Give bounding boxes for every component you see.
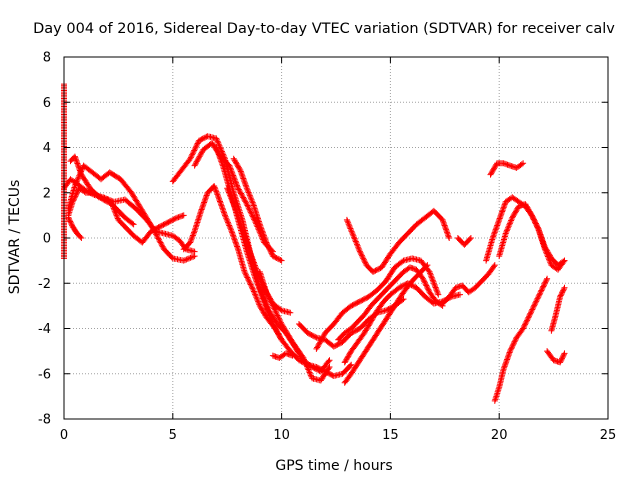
y-tick-label: 2 [43, 186, 51, 201]
series-markers-arc-27 [544, 348, 568, 366]
series-markers-arc-8 [180, 183, 285, 343]
y-axis-label: SDTVAR / TECUs [7, 180, 23, 295]
series-markers-arc-12 [230, 155, 285, 264]
series-markers-arc-11 [224, 185, 333, 384]
x-tick-label: 10 [273, 428, 290, 443]
series-arc-21 [439, 262, 498, 307]
x-tick-label: 25 [600, 428, 617, 443]
series-markers-arc-3 [65, 162, 198, 264]
x-tick-label: 0 [60, 428, 68, 443]
series-arc-26 [496, 201, 568, 273]
y-tick-label: -6 [38, 367, 51, 382]
series-arc-17 [335, 264, 446, 343]
series-arc-20 [343, 207, 453, 275]
y-tick-label: -2 [38, 277, 51, 292]
plot-frame [63, 56, 609, 420]
series-markers-arc-28 [548, 284, 568, 334]
series-markers-arc-24 [487, 160, 527, 178]
y-tick-label: 4 [43, 141, 51, 156]
series-arc-3 [65, 162, 198, 264]
y-tick-label: 8 [43, 51, 51, 66]
series-markers-arc-13 [269, 350, 296, 361]
series-arc-12 [230, 155, 285, 264]
axes: 0 5 10 15 20 25 -8 -6 -4 -2 0 2 4 6 8 [38, 51, 616, 444]
series-markers-arc-16 [313, 255, 442, 352]
series-markers-arc-21 [439, 262, 498, 307]
data-points [61, 81, 568, 404]
series-markers-arc-20 [343, 207, 453, 275]
series-markers-arc-17 [335, 264, 446, 343]
grid [64, 57, 608, 419]
x-tick-label: 20 [491, 428, 508, 443]
chart-title: Day 004 of 2016, Sidereal Day-to-day VTE… [33, 21, 615, 37]
series-arc-6 [65, 214, 85, 241]
series-markers-arc-22 [454, 235, 474, 248]
y-tick-label: -8 [38, 413, 51, 428]
series-markers-arc-25 [491, 275, 551, 404]
series-markers-arc-14 [256, 268, 294, 316]
series-markers-arc-18 [341, 262, 431, 386]
series-arc-28 [548, 284, 568, 334]
x-tick-label: 15 [382, 428, 399, 443]
y-tick-label: 0 [43, 232, 51, 247]
series-arc-22 [454, 235, 474, 248]
x-tick-label: 5 [169, 428, 177, 443]
series-arc-5 [67, 153, 137, 228]
series-markers-arc-5 [67, 153, 137, 228]
series-arc-24 [487, 160, 527, 178]
series-arc-27 [544, 348, 568, 366]
series-arc-14 [256, 268, 294, 316]
y-tick-label: 6 [43, 96, 51, 111]
series-markers-arc-26 [496, 201, 568, 273]
series-arc-25 [491, 275, 551, 404]
series-arc-16 [313, 255, 442, 352]
series-arc-13 [269, 350, 296, 361]
series-arc-11 [224, 185, 333, 384]
series-arc-8 [180, 183, 285, 343]
series-markers-arc-6 [65, 214, 85, 241]
series-arc-18 [341, 262, 431, 386]
x-axis-label: GPS time / hours [275, 458, 392, 474]
y-tick-label: -4 [38, 322, 51, 337]
